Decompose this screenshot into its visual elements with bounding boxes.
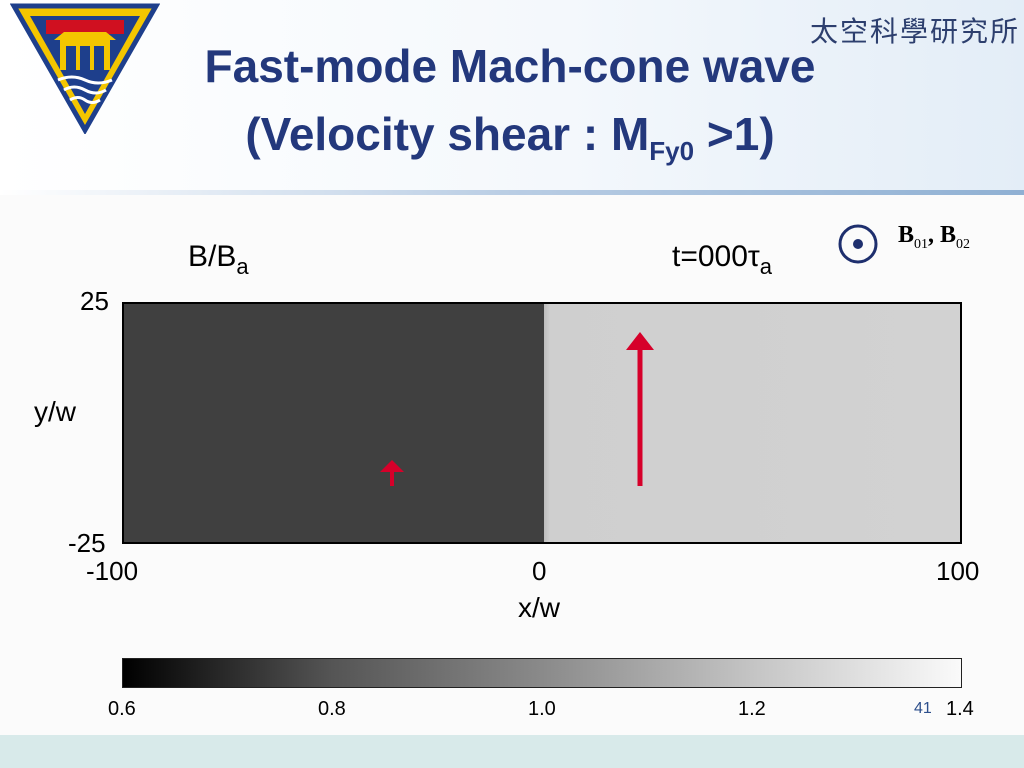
- subtitle-subscript: Fy0: [649, 136, 695, 166]
- quantity-label: B/Ba: [188, 240, 249, 280]
- slide-number: 41: [914, 700, 932, 717]
- slide-header: [0, 0, 1024, 192]
- legend-b1-sub: 01: [914, 237, 929, 252]
- legend-b2-sub: 02: [956, 237, 971, 252]
- low-field-region: [124, 304, 544, 542]
- footer-band: [0, 735, 1024, 768]
- x-tick-left: -100: [86, 556, 139, 586]
- quantity-label-sub: a: [236, 254, 249, 279]
- institute-name: 太空科學研究所: [809, 15, 1020, 48]
- legend-b1: B: [898, 222, 915, 248]
- legend-sep: ,: [928, 222, 935, 248]
- slide-subtitle: (Velocity shear : MFy0 >1): [130, 104, 890, 181]
- colorbar-tick-0: 0.6: [108, 698, 136, 720]
- header-divider: [0, 190, 1024, 195]
- x-tick-right: 100: [936, 556, 980, 586]
- time-label: t=000τa: [672, 240, 772, 280]
- quantity-label-text: B/B: [188, 240, 237, 273]
- y-axis-label: y/w: [34, 396, 76, 427]
- high-field-region: [544, 304, 960, 542]
- colorbar-tick-3: 1.2: [738, 698, 766, 720]
- y-tick-top: 25: [80, 286, 109, 316]
- large-velocity-arrow: [626, 332, 654, 486]
- time-label-sub: a: [759, 254, 773, 279]
- magnetic-field-legend: B01, B02: [836, 222, 1016, 270]
- subtitle-suffix: >1): [694, 108, 775, 160]
- small-velocity-arrow: [380, 460, 404, 486]
- colorbar-tick-1: 0.8: [318, 698, 346, 720]
- field-plot: [122, 302, 962, 544]
- time-label-text: t=000τ: [672, 240, 760, 273]
- y-tick-bottom: -25: [68, 528, 106, 558]
- out-of-plane-icon: [838, 224, 878, 264]
- colorbar-tick-4: 1.4: [946, 698, 974, 720]
- colorbar: [122, 658, 962, 688]
- legend-b2: B: [940, 222, 957, 248]
- slide-title: Fast-mode Mach-cone wave: [204, 40, 816, 92]
- x-axis-label: x/w: [518, 592, 560, 623]
- legend-text: B01, B02: [898, 222, 970, 253]
- x-tick-mid: 0: [532, 556, 547, 586]
- colorbar-tick-2: 1.0: [528, 698, 556, 720]
- subtitle-prefix: (Velocity shear : M: [245, 108, 650, 160]
- university-logo: [10, 3, 160, 134]
